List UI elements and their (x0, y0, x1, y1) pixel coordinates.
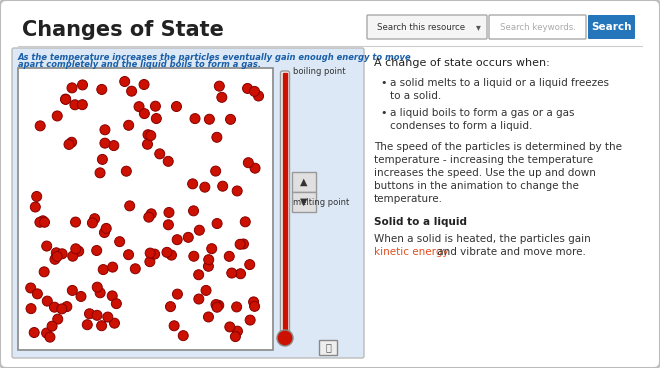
Circle shape (95, 288, 105, 298)
Circle shape (144, 212, 154, 222)
Text: to a solid.: to a solid. (390, 91, 442, 101)
Text: a liquid boils to form a gas or a gas: a liquid boils to form a gas or a gas (390, 108, 574, 118)
Circle shape (147, 209, 156, 219)
Circle shape (35, 217, 45, 227)
Circle shape (172, 235, 182, 245)
Circle shape (123, 120, 134, 130)
Circle shape (38, 216, 48, 226)
Circle shape (218, 181, 228, 191)
Circle shape (110, 318, 119, 328)
Circle shape (95, 168, 105, 178)
Circle shape (164, 220, 174, 230)
Circle shape (50, 254, 60, 264)
Circle shape (214, 81, 224, 91)
Circle shape (26, 283, 36, 293)
Circle shape (127, 86, 137, 96)
Text: kinetic energy: kinetic energy (374, 247, 449, 257)
Circle shape (150, 249, 160, 259)
Text: ▼: ▼ (300, 197, 308, 206)
Circle shape (47, 321, 57, 331)
Circle shape (92, 310, 102, 320)
Circle shape (130, 264, 141, 274)
Circle shape (232, 302, 242, 312)
Circle shape (71, 217, 81, 227)
Circle shape (50, 302, 59, 312)
Circle shape (61, 94, 71, 105)
Circle shape (224, 251, 234, 261)
Circle shape (100, 138, 110, 148)
Circle shape (70, 100, 80, 110)
Circle shape (68, 251, 78, 261)
FancyBboxPatch shape (367, 15, 487, 39)
Circle shape (236, 269, 246, 279)
Circle shape (123, 250, 133, 260)
Circle shape (178, 330, 188, 341)
Circle shape (203, 312, 213, 322)
FancyBboxPatch shape (588, 15, 635, 39)
Circle shape (92, 282, 102, 292)
Circle shape (277, 330, 293, 346)
Circle shape (250, 163, 260, 173)
Circle shape (52, 251, 62, 262)
Circle shape (227, 268, 237, 278)
Circle shape (92, 245, 102, 255)
Circle shape (103, 312, 113, 322)
Circle shape (57, 304, 67, 314)
FancyBboxPatch shape (292, 171, 316, 192)
Circle shape (77, 100, 87, 110)
Text: ▾: ▾ (476, 22, 480, 32)
Text: Solid to a liquid: Solid to a liquid (374, 217, 467, 227)
Circle shape (194, 294, 204, 304)
Circle shape (143, 130, 153, 140)
Text: Changes of State: Changes of State (22, 20, 224, 40)
Circle shape (245, 315, 255, 325)
Circle shape (139, 79, 149, 89)
Circle shape (226, 114, 236, 124)
FancyBboxPatch shape (12, 48, 364, 358)
Circle shape (53, 314, 63, 324)
Circle shape (230, 332, 240, 342)
Circle shape (232, 326, 242, 336)
Circle shape (109, 141, 119, 151)
Circle shape (240, 217, 250, 227)
Circle shape (172, 102, 182, 112)
FancyBboxPatch shape (292, 192, 316, 212)
Circle shape (212, 302, 222, 312)
Circle shape (74, 246, 84, 256)
Circle shape (101, 223, 112, 233)
Circle shape (52, 111, 62, 121)
Text: ⤢: ⤢ (325, 343, 331, 353)
Text: melting point: melting point (293, 198, 349, 207)
Circle shape (146, 131, 156, 141)
Circle shape (30, 202, 40, 212)
Text: The speed of the particles is determined by the: The speed of the particles is determined… (374, 142, 622, 152)
Circle shape (71, 244, 81, 254)
Bar (283, 73, 287, 335)
Circle shape (67, 137, 77, 147)
Circle shape (97, 84, 107, 95)
Circle shape (96, 321, 107, 331)
Circle shape (42, 296, 52, 306)
Circle shape (29, 328, 39, 337)
Circle shape (90, 214, 100, 224)
Circle shape (189, 251, 199, 261)
Circle shape (189, 206, 199, 216)
Text: and vibrate and move more.: and vibrate and move more. (434, 247, 586, 257)
Circle shape (162, 247, 172, 257)
Circle shape (139, 109, 149, 118)
Circle shape (245, 259, 255, 270)
Circle shape (76, 291, 86, 301)
Circle shape (115, 237, 125, 247)
Circle shape (190, 114, 200, 124)
Circle shape (82, 320, 92, 330)
Circle shape (253, 91, 263, 101)
Circle shape (166, 250, 176, 260)
Circle shape (67, 83, 77, 93)
Circle shape (77, 80, 88, 90)
Circle shape (211, 300, 221, 309)
Text: buttons in the animation to change the: buttons in the animation to change the (374, 181, 579, 191)
FancyBboxPatch shape (280, 71, 290, 337)
Text: apart completely and the liquid boils to form a gas.: apart completely and the liquid boils to… (18, 60, 261, 69)
Circle shape (194, 225, 205, 235)
